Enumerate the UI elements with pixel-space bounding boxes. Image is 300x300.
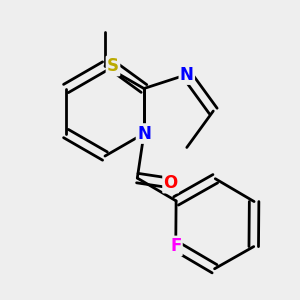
Text: N: N (180, 66, 194, 84)
Text: O: O (164, 174, 178, 192)
Text: S: S (107, 57, 119, 75)
Text: N: N (137, 124, 151, 142)
Text: F: F (170, 237, 182, 255)
